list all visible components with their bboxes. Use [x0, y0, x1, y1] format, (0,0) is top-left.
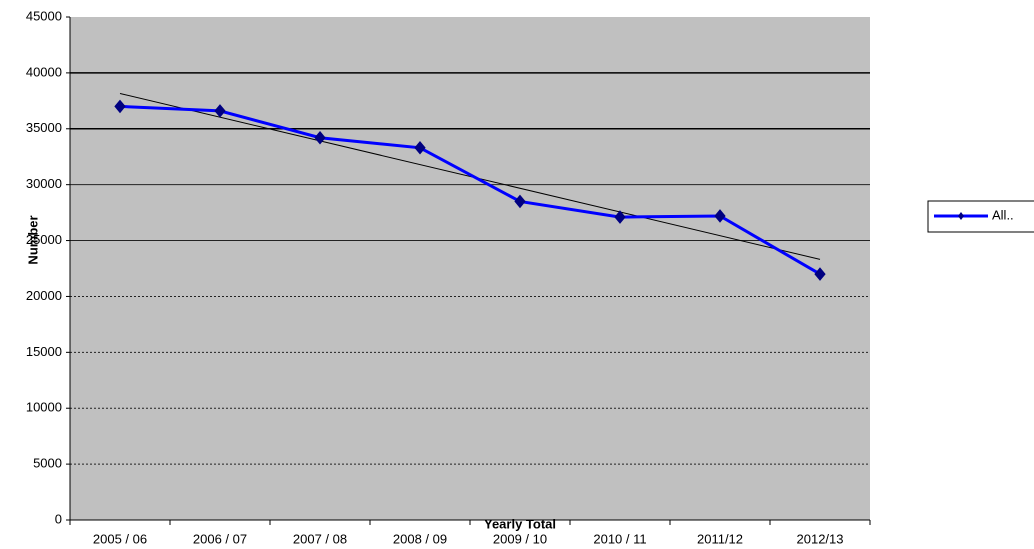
trendline: [119, 92, 821, 260]
y-tick-label: 25000: [26, 232, 62, 247]
y-axis-title: Number: [25, 215, 40, 264]
marker: [614, 210, 626, 224]
y-tick-label: 0: [55, 511, 62, 526]
y-tick-label: 40000: [26, 64, 62, 79]
legend-label: All..: [992, 207, 1014, 222]
y-tick-label: 5000: [33, 456, 62, 471]
x-tick-label: 2006 / 07: [193, 531, 247, 546]
marker: [514, 194, 526, 209]
marker: [714, 209, 726, 223]
x-tick-label: 2009 / 10: [493, 531, 547, 546]
x-tick-label: 2005 / 06: [93, 531, 147, 546]
y-tick-label: 20000: [26, 288, 62, 303]
marker: [814, 267, 826, 281]
marker: [214, 104, 226, 118]
plot-area: [70, 17, 870, 520]
y-tick-label: 45000: [26, 8, 62, 23]
x-axis-title: Yearly Total: [484, 516, 556, 531]
y-tick-label: 35000: [26, 120, 62, 135]
series-line: [119, 104, 821, 276]
x-tick-label: 2011/12: [697, 531, 743, 546]
x-tick-label: 2008 / 09: [393, 531, 447, 546]
y-tick-label: 30000: [26, 176, 62, 191]
legend-marker: [958, 212, 964, 220]
marker: [114, 99, 126, 114]
x-tick-label: 2007 / 08: [293, 531, 347, 546]
x-tick-label: 2012/13: [797, 531, 844, 546]
marker: [414, 140, 426, 155]
marker: [314, 130, 326, 145]
y-tick-label: 10000: [26, 400, 62, 415]
y-tick-label: 15000: [26, 344, 62, 359]
x-tick-label: 2010 / 11: [593, 531, 646, 546]
